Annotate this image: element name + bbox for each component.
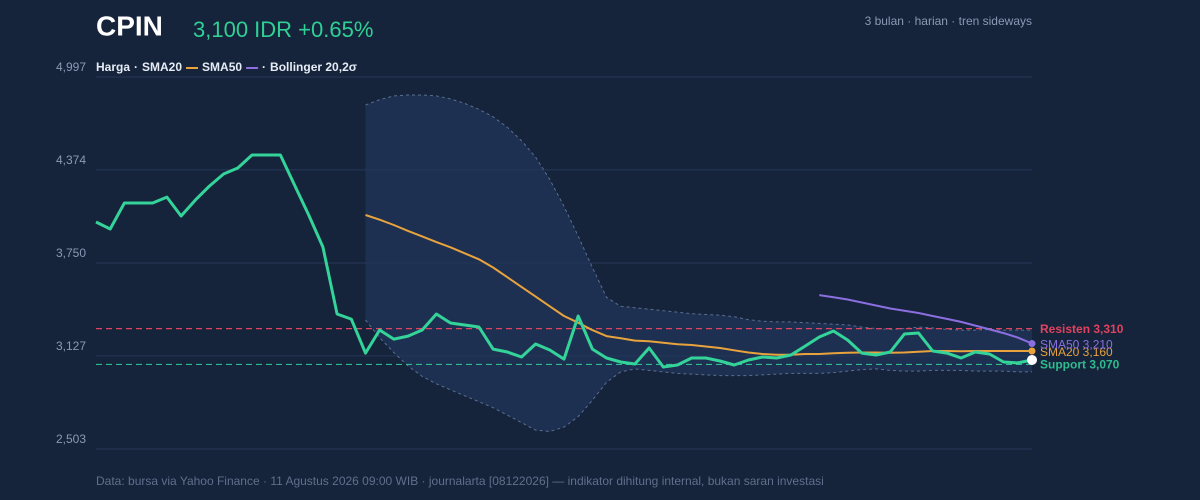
legend-label: Bollinger 20,2σ bbox=[270, 60, 357, 74]
end-label: SMA20 3,160 bbox=[1040, 345, 1113, 359]
end-dot bbox=[1027, 354, 1037, 365]
y-tick-label: 4,374 bbox=[56, 153, 86, 167]
footer: Data: bursa via Yahoo Finance · 11 Agust… bbox=[96, 474, 824, 488]
legend-label: · bbox=[134, 60, 138, 74]
chart-title: CPIN bbox=[96, 10, 163, 41]
end-label: SMA50 3,210 bbox=[1040, 338, 1113, 352]
y-tick-label: 3,127 bbox=[56, 339, 86, 353]
legend-label: SMA20 bbox=[142, 60, 182, 74]
line-2 bbox=[819, 294, 1033, 345]
legend-label: SMA50 bbox=[202, 60, 242, 74]
level-label: Support 3,070 bbox=[1040, 358, 1120, 372]
chart-note: 3 bulan · harian · tren sideways bbox=[865, 14, 1032, 28]
legend-label: · bbox=[262, 60, 266, 74]
end-dot bbox=[1028, 347, 1036, 355]
legend-label: Harga bbox=[96, 60, 130, 74]
y-tick-label: 4,997 bbox=[56, 60, 86, 74]
level-label: Resisten 3,310 bbox=[1040, 322, 1124, 336]
band-lower bbox=[365, 319, 1032, 433]
band-upper bbox=[365, 94, 1032, 331]
line-1 bbox=[365, 214, 1032, 356]
line-0 bbox=[95, 153, 1033, 369]
y-tick-label: 2,503 bbox=[56, 432, 86, 446]
y-tick-label: 3,750 bbox=[56, 246, 86, 260]
end-dot bbox=[1028, 340, 1036, 348]
chart-subtitle: 3,100 IDR +0.65% bbox=[193, 17, 373, 42]
